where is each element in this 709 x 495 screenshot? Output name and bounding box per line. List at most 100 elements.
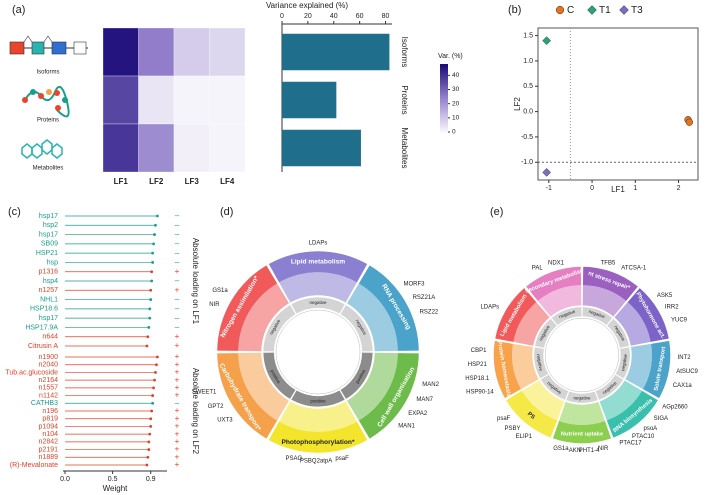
direction-label: negative [588, 309, 606, 320]
segment-outer [493, 340, 521, 399]
direction-ring [340, 305, 373, 352]
colorbar-tick-label: 10 [452, 115, 460, 122]
x-tick-label: 40 [330, 13, 338, 20]
segment-inner [559, 401, 605, 425]
gene-label: HSP18.1 [465, 376, 490, 382]
icon-label: Isoforms [36, 70, 59, 76]
direction-ring [291, 297, 345, 314]
direction-label: negative [573, 395, 591, 400]
colorbar-step [440, 79, 448, 83]
axis-title: Variance explained (%) [266, 1, 348, 10]
segment-inner [512, 343, 539, 390]
y-tick-label: hsp17 [39, 213, 58, 220]
sign-label: + [175, 375, 180, 384]
colorbar-step [440, 75, 448, 79]
lollipop-dot [148, 307, 152, 311]
direction-ring [534, 347, 549, 379]
colorbar-step [440, 64, 448, 67]
segment-inner [614, 302, 651, 346]
lollipop-dot [150, 409, 154, 413]
gene-label: IRR2 [665, 305, 679, 311]
x-tick-label: -1 [546, 185, 552, 192]
direction-ring [291, 390, 345, 407]
sign-label: + [175, 332, 180, 341]
gene-label: PAL [532, 265, 544, 271]
y-tick-label: (R)-Mevalonate [10, 462, 58, 469]
sign-label: – [175, 230, 180, 239]
gene-label: PTAC10 [632, 434, 655, 440]
segment-title: Nutrient uptake [561, 432, 604, 438]
sign-label: – [175, 323, 180, 332]
direction-label: positive [310, 399, 326, 404]
gene-label: NDX1 [548, 260, 565, 266]
x-tick-label: 0.5 [108, 476, 118, 483]
heatmap-cell [173, 75, 210, 125]
direction-ring [607, 318, 629, 348]
x-tick-label: LF2 [149, 177, 164, 186]
panel-label: (e) [490, 206, 503, 218]
colorbar-step [440, 118, 448, 122]
direction-ring [551, 307, 582, 326]
heatmap-cell [102, 27, 139, 77]
colorbar-step [440, 95, 448, 99]
segment-inner [582, 285, 627, 317]
segment-outer [358, 265, 419, 351]
direction-ring [263, 305, 296, 352]
lollipop-dot [154, 371, 157, 374]
segment-title: Lipid metabolism [291, 258, 345, 265]
segment-inner [625, 343, 652, 390]
y-tick-label: n196 [42, 408, 58, 415]
y-tick-label: -0.5 [521, 134, 533, 141]
sign-label: + [175, 445, 180, 454]
x-tick-label: LF3 [185, 177, 200, 186]
y-tick-label: n1257 [39, 287, 59, 294]
gene-label: LDAPs [309, 240, 328, 246]
y-axis-label: Absolute loading on LF2 [191, 368, 200, 455]
direction-ring [595, 374, 624, 400]
gene-label: psaF [497, 416, 511, 422]
colorbar-step [440, 129, 448, 133]
segment-outer [582, 266, 638, 301]
y-tick-label: 0.5 [523, 83, 533, 90]
legend-label: T3 [631, 5, 643, 16]
panel-label: (b) [508, 4, 521, 16]
isoform-icon [9, 35, 88, 55]
gene-label: GS1a [553, 446, 569, 452]
gene-label: YUC9 [671, 318, 688, 324]
metabolite-icon [21, 139, 63, 159]
gene-label: NIR [209, 302, 220, 308]
gene-label: RSZ22 [420, 310, 439, 316]
colorbar-step [440, 66, 448, 70]
sign-label: – [175, 398, 180, 407]
segment-inner [279, 272, 357, 303]
direction-label: negative [558, 309, 576, 320]
lollipop-dot [146, 335, 150, 339]
segment-outer [627, 288, 669, 342]
bar [282, 33, 390, 71]
gene-label: INT2 [678, 355, 692, 361]
sign-label: – [175, 239, 180, 248]
y-tick-label: hsp4 [43, 278, 58, 285]
y-tick-label: HSP18.6 [30, 306, 58, 313]
sign-label: + [175, 352, 180, 361]
y-tick-label: n2842 [39, 439, 59, 446]
lollipop-dot [150, 270, 154, 274]
heatmap-cell [173, 27, 210, 77]
x-tick-label: 1 [633, 185, 637, 192]
gene-label: EXPA2 [408, 411, 428, 417]
colorbar-tick-label: 0 [452, 129, 456, 136]
sign-label: + [175, 460, 180, 469]
segment-inner [599, 380, 643, 421]
lollipop-dot [155, 214, 159, 218]
gene-label: ASK5 [657, 293, 673, 299]
heatmap-cell [102, 123, 139, 173]
direction-ring [340, 352, 373, 399]
y-tick-label: n2164 [39, 377, 59, 384]
y-tick-label: NHL1 [40, 296, 58, 303]
legend-label: T1 [599, 5, 611, 16]
y-tick-label: Proteins [400, 85, 409, 114]
gene-label: TFB5 [601, 260, 616, 266]
lollipop-dot [149, 288, 153, 292]
sign-label: – [175, 313, 180, 322]
data-point [542, 168, 552, 177]
